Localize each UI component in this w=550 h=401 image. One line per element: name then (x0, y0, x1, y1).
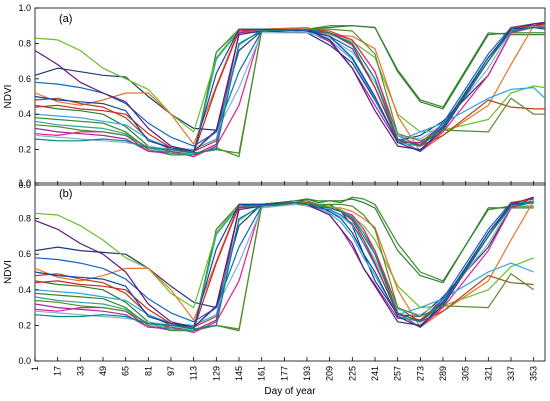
x-tick-label: 241 (370, 366, 380, 381)
series-line-12 (34, 23, 545, 147)
series-line-7 (34, 196, 534, 332)
y-tick-label: 0.4 (18, 285, 31, 295)
series-group (34, 196, 535, 334)
x-tick-label: 129 (211, 366, 221, 381)
x-tick-label: 17 (53, 366, 63, 376)
series-line-17 (34, 202, 534, 330)
x-tick-label: 81 (143, 366, 153, 376)
x-tick-label: 321 (483, 366, 493, 381)
x-axis-title: Day of year (264, 386, 316, 397)
series-line-1 (34, 21, 546, 142)
x-tick-label: 65 (121, 366, 131, 376)
y-tick-label: 0.0 (18, 356, 31, 366)
series-line-17 (34, 26, 545, 154)
y-tick-label: 0.8 (18, 214, 31, 224)
series-group (34, 21, 546, 158)
x-tick-label: 305 (461, 366, 471, 381)
x-tick-label: 113 (189, 366, 199, 380)
x-tick-label: 161 (257, 366, 267, 381)
y-tick-label: 0.4 (18, 109, 31, 119)
y-tick-label: 1.0 (18, 178, 31, 188)
panel-label: (b) (59, 188, 72, 200)
x-tick-label: 257 (393, 366, 403, 381)
y-tick-label: 0.2 (18, 145, 31, 155)
x-tick-label: 353 (529, 366, 539, 381)
x-tick-label: 209 (325, 366, 335, 381)
series-line-2 (34, 196, 534, 332)
y-axis-title: NDVI (3, 260, 14, 284)
series-line-13 (34, 196, 534, 328)
x-tick-label: 145 (234, 366, 244, 381)
y-tick-label: 1.0 (18, 3, 31, 13)
x-tick-label: 225 (347, 366, 357, 381)
x-tick-label: 289 (438, 366, 448, 381)
x-tick-label: 49 (98, 366, 108, 376)
y-tick-label: 0.6 (18, 74, 31, 84)
y-tick-label: 0.6 (18, 249, 31, 259)
series-line-12 (34, 198, 534, 323)
series-line-15 (34, 200, 535, 330)
series-line-5 (34, 23, 546, 152)
y-axis-title: NDVI (3, 85, 14, 109)
series-line-11 (34, 200, 534, 332)
panel-a: 0.0 0.2 0.4 0.6 0.8 1.0 NDVI (a) (3, 3, 546, 190)
x-tick-label: 1 (30, 366, 40, 371)
panel-b: 0.0 0.2 0.4 0.6 0.8 1.0 1 17 33 49 65 81 97 113 129 145… (3, 178, 546, 397)
x-tick-label: 177 (279, 366, 289, 381)
panel-label: (a) (59, 13, 72, 25)
x-tick-label: 193 (302, 366, 312, 381)
y-tick-label: 0.0 (18, 180, 31, 190)
series-line-10 (34, 202, 534, 328)
x-tick-label: 97 (166, 366, 176, 376)
x-tick-label: 273 (415, 366, 425, 381)
y-tick-label: 0.2 (18, 320, 31, 330)
x-tick-label: 337 (506, 366, 516, 381)
y-tick-label: 0.8 (18, 38, 31, 48)
x-tick-label: 33 (75, 366, 85, 376)
series-line-4 (34, 28, 546, 133)
series-line-14 (34, 198, 534, 330)
series-line-3 (34, 198, 534, 332)
